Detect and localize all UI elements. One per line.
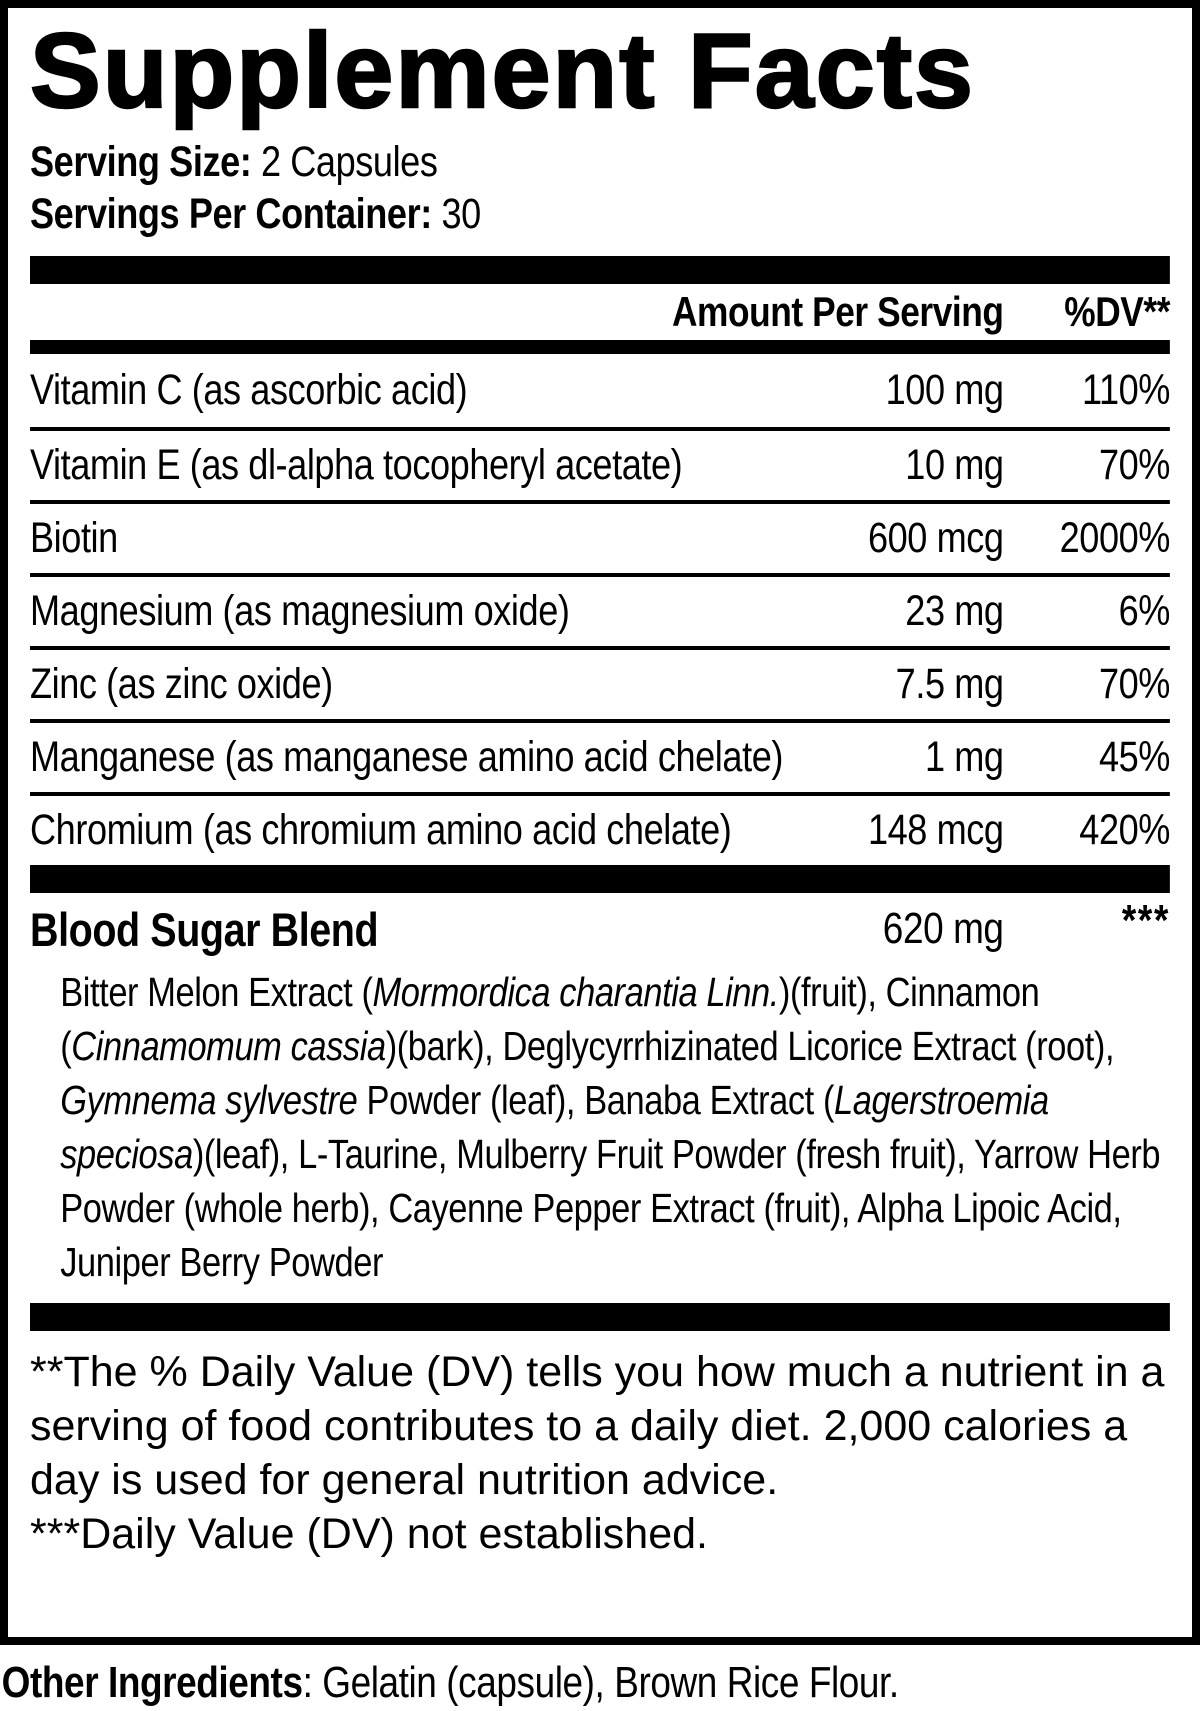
blend-amount: 620 mg — [882, 904, 1004, 953]
nutrient-table: Vitamin C (as ascorbic acid) 100 mg 110%… — [30, 354, 1170, 865]
footnotes: **The % Daily Value (DV) tells you how m… — [30, 1345, 1170, 1561]
nutrient-amount: 600 mcg — [867, 514, 1004, 562]
nutrient-dv: 45% — [1098, 733, 1171, 781]
table-row: Vitamin C (as ascorbic acid) 100 mg 110% — [30, 354, 1170, 427]
nutrient-amount: 148 mcg — [867, 806, 1004, 854]
divider-bar-thick — [30, 1303, 1171, 1331]
nutrient-dv: 110% — [1081, 366, 1171, 414]
servings-per-container-line: Servings Per Container: 30 — [30, 188, 1170, 240]
table-row: Zinc (as zinc oxide) 7.5 mg 70% — [30, 646, 1170, 719]
nutrient-dv: 6% — [1118, 587, 1171, 635]
nutrient-dv: 70% — [1098, 660, 1171, 708]
dv-not-established-footnote: ***Daily Value (DV) not established. — [30, 1510, 708, 1558]
table-row: Manganese (as manganese amino acid chela… — [30, 719, 1170, 792]
condensed-content: Serving Size: 2 Capsules Servings Per Co… — [30, 136, 1170, 1331]
nutrient-dv: 2000% — [1059, 514, 1171, 562]
divider-bar-medium — [30, 340, 1171, 354]
serving-size-label: Serving Size: — [30, 138, 252, 186]
nutrient-amount: 10 mg — [905, 441, 1004, 489]
nutrient-amount: 7.5 mg — [895, 660, 1004, 708]
nutrient-dv: 70% — [1098, 441, 1171, 489]
blend-dv-asterisks: *** — [1121, 896, 1171, 945]
nutrient-name: Vitamin E (as dl-alpha tocopheryl acetat… — [30, 441, 683, 489]
divider-bar-thick — [30, 256, 1171, 284]
supplement-facts-panel: Supplement Facts Serving Size: 2 Capsule… — [0, 0, 1200, 1645]
nutrient-dv: 420% — [1079, 806, 1171, 854]
nutrient-name: Chromium (as chromium amino acid chelate… — [30, 806, 732, 854]
blend-row: Blood Sugar Blend 620 mg *** — [30, 893, 1170, 965]
other-ingredients-line: Other Ingredients: Gelatin (capsule), Br… — [0, 1657, 1200, 1709]
table-row: Chromium (as chromium amino acid chelate… — [30, 792, 1170, 865]
other-ingredients-value: : Gelatin (capsule), Brown Rice Flour. — [302, 1658, 900, 1707]
amount-per-serving-header: Amount Per Serving — [671, 288, 1004, 335]
panel-title: Supplement Facts — [29, 12, 975, 130]
servings-per-container-label: Servings Per Container: — [30, 190, 432, 238]
nutrient-name: Magnesium (as magnesium oxide) — [30, 587, 570, 635]
table-row: Magnesium (as magnesium oxide) 23 mg 6% — [30, 573, 1170, 646]
percent-dv-header: %DV** — [1064, 288, 1171, 335]
nutrient-name: Biotin — [30, 514, 118, 562]
table-row: Vitamin E (as dl-alpha tocopheryl acetat… — [30, 427, 1170, 500]
serving-size-value: 2 Capsules — [260, 138, 438, 186]
nutrient-amount: 1 mg — [924, 733, 1004, 781]
nutrient-amount: 23 mg — [905, 587, 1004, 635]
nutrient-name: Zinc (as zinc oxide) — [30, 660, 333, 708]
nutrient-amount: 100 mg — [885, 366, 1004, 414]
table-row: Biotin 600 mcg 2000% — [30, 500, 1170, 573]
daily-value-footnote: **The % Daily Value (DV) tells you how m… — [30, 1348, 1165, 1504]
servings-per-container-value: 30 — [441, 190, 481, 238]
divider-bar-thick — [30, 865, 1171, 893]
nutrient-name: Vitamin C (as ascorbic acid) — [30, 366, 468, 414]
blend-name: Blood Sugar Blend — [30, 902, 379, 956]
other-ingredients-label: Other Ingredients — [1, 1658, 303, 1707]
serving-size-line: Serving Size: 2 Capsules — [30, 136, 1170, 188]
blend-ingredients: Bitter Melon Extract (Mormordica charant… — [60, 969, 1161, 1285]
nutrient-name: Manganese (as manganese amino acid chela… — [30, 733, 783, 781]
table-header-row: Amount Per Serving %DV** — [30, 284, 1170, 340]
